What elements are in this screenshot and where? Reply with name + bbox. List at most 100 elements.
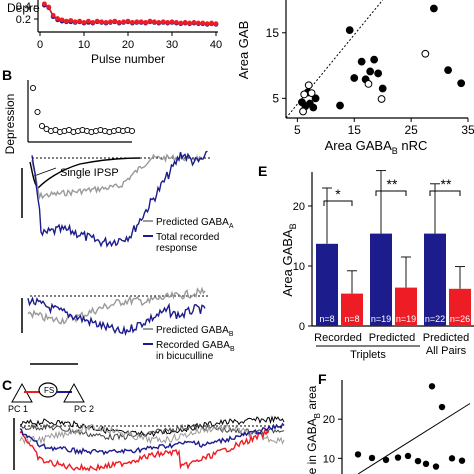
panel-d-point <box>366 67 375 76</box>
cell-label-fs: FS <box>44 386 54 395</box>
panel-b-legend-bicuculline: in bicuculline <box>156 351 214 362</box>
panel-a-point <box>77 18 82 24</box>
panel-c: C PC 1 FS PC 2 <box>2 377 285 472</box>
panel-a-point <box>94 18 100 24</box>
panel-a-point <box>147 18 153 24</box>
panel-d-point <box>421 49 430 58</box>
panel-d-point <box>304 81 313 90</box>
panel-e-bar-blue <box>370 233 392 326</box>
pc2-cell-icon <box>63 382 85 403</box>
panel-a-point <box>116 20 122 25</box>
panel-a-point <box>160 19 166 25</box>
panel-d-points <box>298 4 466 116</box>
panel-e-group-all-pairs: All Pairs <box>426 345 467 357</box>
panel-f-ytick: 20 <box>323 414 335 426</box>
panel-a-point <box>125 18 131 24</box>
panel-d-ylabel: Area GAB <box>236 21 251 80</box>
panel-a-point <box>169 19 175 25</box>
panel-a-point <box>55 16 60 21</box>
panel-b-single-ipsp-trace <box>29 157 141 189</box>
panel-b-predicted-gabaa-trace <box>31 153 201 201</box>
panel-a-point <box>90 20 96 25</box>
panel-d-point <box>336 101 344 110</box>
panel-f-point <box>354 451 362 458</box>
panel-a-point <box>191 20 197 25</box>
panel-d-point <box>299 107 307 116</box>
panel-a-point <box>209 20 215 26</box>
panel-e-group-recorded: Recorded <box>314 332 362 344</box>
panel-f-point <box>382 456 390 464</box>
panel-label-f: F <box>318 371 327 387</box>
panel-a-ytick: 0.2 <box>16 14 31 26</box>
panel-a-point <box>112 18 118 24</box>
panel-a-xtick: 20 <box>122 39 134 51</box>
panel-f-point <box>448 455 456 462</box>
panel-c-trace-black <box>20 415 285 438</box>
panel-a-point <box>138 19 144 25</box>
panel-c-trace-gray <box>19 424 285 445</box>
panel-e-n-label: n=8 <box>344 314 359 324</box>
panel-f-point <box>422 460 430 468</box>
panel-d-point <box>370 55 379 64</box>
panel-c-trace-red <box>19 429 270 472</box>
panel-d-point <box>300 90 309 99</box>
panel-a-point <box>200 20 206 26</box>
panel-a-point <box>187 20 193 26</box>
panel-d-point <box>429 4 438 13</box>
panel-e-n-label: n=22 <box>425 314 445 324</box>
panel-c-trace-blue <box>19 422 285 456</box>
panel-d-point <box>457 79 466 88</box>
panel-b-depression-point <box>38 122 46 130</box>
panel-e-n-label: n=8 <box>319 314 334 324</box>
panel-a-xtick: 10 <box>78 39 90 51</box>
panel-d-xtick: 15 <box>348 123 362 137</box>
panel-a-point <box>68 18 74 23</box>
panel-a-point <box>130 20 135 25</box>
panel-b-depression-point <box>34 108 41 116</box>
panel-e-ytick: 10 <box>293 261 305 273</box>
panel-e-bar-blue <box>316 243 338 326</box>
panel-d-point <box>377 95 386 103</box>
panel-a-point <box>108 19 113 25</box>
panel-a-point <box>64 18 69 24</box>
panel-a-y-ticks: 0.4 0.2 <box>16 1 38 26</box>
panel-e-ticks: 0 10 20 <box>293 201 312 333</box>
panel-e-bar-red <box>341 293 363 326</box>
panel-b-depression-point <box>128 127 136 135</box>
panel-d-point <box>350 74 359 82</box>
panel-d-point <box>345 26 354 35</box>
panel-b-predicted-gabab-trace <box>27 286 206 325</box>
panel-d-xlabel: Area GABAB nRC <box>325 138 428 156</box>
panel-a-point <box>178 20 184 26</box>
panel-a-point <box>46 4 52 10</box>
panel-d-xtick: 5 <box>294 123 301 137</box>
panel-a-xtick: 40 <box>210 39 222 51</box>
panel-e-triplets-label: Triplets <box>350 349 386 361</box>
panel-a-point <box>99 19 104 25</box>
panel-d-xtick: 35 <box>461 123 474 137</box>
panel-f-ylabel: e in GABAB area <box>305 385 322 474</box>
panel-b-depression-point <box>29 84 37 92</box>
panel-e-group-predicted: Predicted <box>369 332 415 344</box>
panel-e-ytick: 20 <box>293 201 305 213</box>
panel-a: Depre 0.4 0.2 0 10 20 30 40 Pulse number <box>7 0 222 66</box>
panel-a-point <box>204 21 210 27</box>
panel-a-ylabel: Depre <box>7 1 40 15</box>
panel-f-point <box>458 457 466 464</box>
panel-d-point <box>309 103 318 112</box>
panel-d-ytick: 15 <box>266 26 280 40</box>
panel-a-point <box>81 20 87 25</box>
panel-e-bars: n=8 n=8 n=19 n=19 n=22 n=26 <box>316 170 471 326</box>
panel-b-legend-response: response <box>156 243 198 254</box>
panel-a-xlabel: Pulse number <box>91 52 165 66</box>
panel-d-point <box>311 94 320 103</box>
cell-label-pc1: PC 1 <box>8 404 28 414</box>
panel-b-legend-recorded-gabab: Recorded GABAB <box>156 340 235 353</box>
panel-a-point <box>165 20 171 25</box>
panel-f-point <box>428 383 436 390</box>
panel-e-bar-blue <box>424 233 446 326</box>
panel-b-legend-predicted-gabab: Predicted GABAB <box>156 325 234 338</box>
panel-a-point <box>42 1 47 7</box>
